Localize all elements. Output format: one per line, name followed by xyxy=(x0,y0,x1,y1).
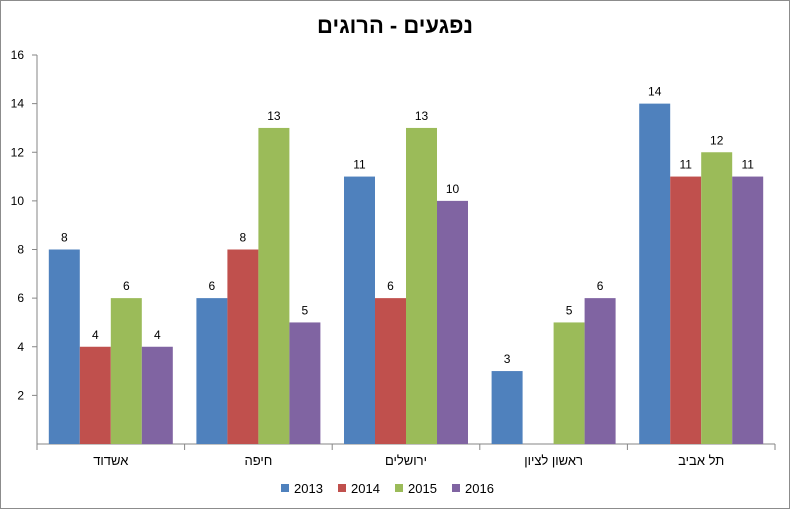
data-label: 11 xyxy=(741,158,754,172)
legend-swatch-2014 xyxy=(338,484,346,492)
y-tick-label: 10 xyxy=(11,194,25,208)
bar-2013 xyxy=(639,103,671,444)
bar-2016 xyxy=(141,346,173,444)
bar-2016 xyxy=(584,298,616,444)
legend-swatch-2015 xyxy=(395,484,403,492)
legend-label-2016: 2016 xyxy=(465,481,494,496)
data-label: 14 xyxy=(648,85,662,99)
x-category-label: אשדוד xyxy=(93,453,128,468)
data-label: 11 xyxy=(353,158,366,172)
data-label: 6 xyxy=(123,279,130,293)
x-axis: אשדוד חיפה ירושלים ראשון לציון תל אביב xyxy=(36,443,776,468)
bar-2014 xyxy=(375,298,406,444)
y-tick-label: 4 xyxy=(17,340,24,354)
y-tick-label: 14 xyxy=(11,97,25,111)
data-label: 11 xyxy=(679,158,692,172)
y-tick-label: 8 xyxy=(17,243,24,257)
chart-title: נפגעים - הרוגים xyxy=(317,13,473,38)
data-label: 5 xyxy=(566,303,573,317)
data-labels: 8 4 6 4 6 8 13 5 11 6 13 10 3 5 6 14 11 12 11 xyxy=(61,85,754,366)
data-label: 13 xyxy=(267,109,281,123)
x-category-label: ירושלים xyxy=(385,453,427,468)
x-category-label: תל אביב xyxy=(678,453,724,468)
legend-label-2013: 2013 xyxy=(294,481,323,496)
data-label: 4 xyxy=(154,328,161,342)
bars xyxy=(48,103,764,444)
bar-2015 xyxy=(258,127,290,444)
bar-2013 xyxy=(491,371,523,444)
bar-2013 xyxy=(344,176,375,444)
bar-2013 xyxy=(196,298,228,444)
data-label: 6 xyxy=(209,279,216,293)
data-label: 10 xyxy=(446,182,460,196)
data-label: 6 xyxy=(597,279,604,293)
data-label: 8 xyxy=(240,231,247,245)
legend-swatch-2016 xyxy=(452,484,460,492)
bar-2015 xyxy=(701,152,733,444)
y-tick-label: 6 xyxy=(17,291,24,305)
x-category-label: חיפה xyxy=(244,453,272,468)
y-tick-label: 2 xyxy=(17,388,24,402)
data-label: 4 xyxy=(92,328,99,342)
y-tick-label: 12 xyxy=(11,145,25,159)
bar-2015 xyxy=(406,127,437,444)
data-label: 12 xyxy=(710,133,724,147)
data-label: 6 xyxy=(387,279,394,293)
bar-2016 xyxy=(732,176,764,444)
bar-2014 xyxy=(227,249,259,444)
bar-2015 xyxy=(110,298,142,444)
y-tick-label: 16 xyxy=(11,48,25,62)
bar-2016 xyxy=(289,322,321,444)
data-label: 13 xyxy=(415,109,429,123)
legend-label-2014: 2014 xyxy=(351,481,380,496)
data-label: 5 xyxy=(302,303,309,317)
data-label: 3 xyxy=(504,352,511,366)
bar-2014 xyxy=(79,346,111,444)
bar-2014 xyxy=(670,176,702,444)
legend-label-2015: 2015 xyxy=(408,481,437,496)
bar-2013 xyxy=(48,249,80,444)
data-label: 8 xyxy=(61,231,68,245)
legend-swatch-2013 xyxy=(281,484,289,492)
legend: 2013 2014 2015 2016 xyxy=(281,481,494,496)
y-axis: 2 4 6 8 10 12 14 16 xyxy=(11,48,38,444)
x-category-label: ראשון לציון xyxy=(524,453,583,468)
bar-2016 xyxy=(437,200,468,444)
bar-2015 xyxy=(553,322,585,444)
